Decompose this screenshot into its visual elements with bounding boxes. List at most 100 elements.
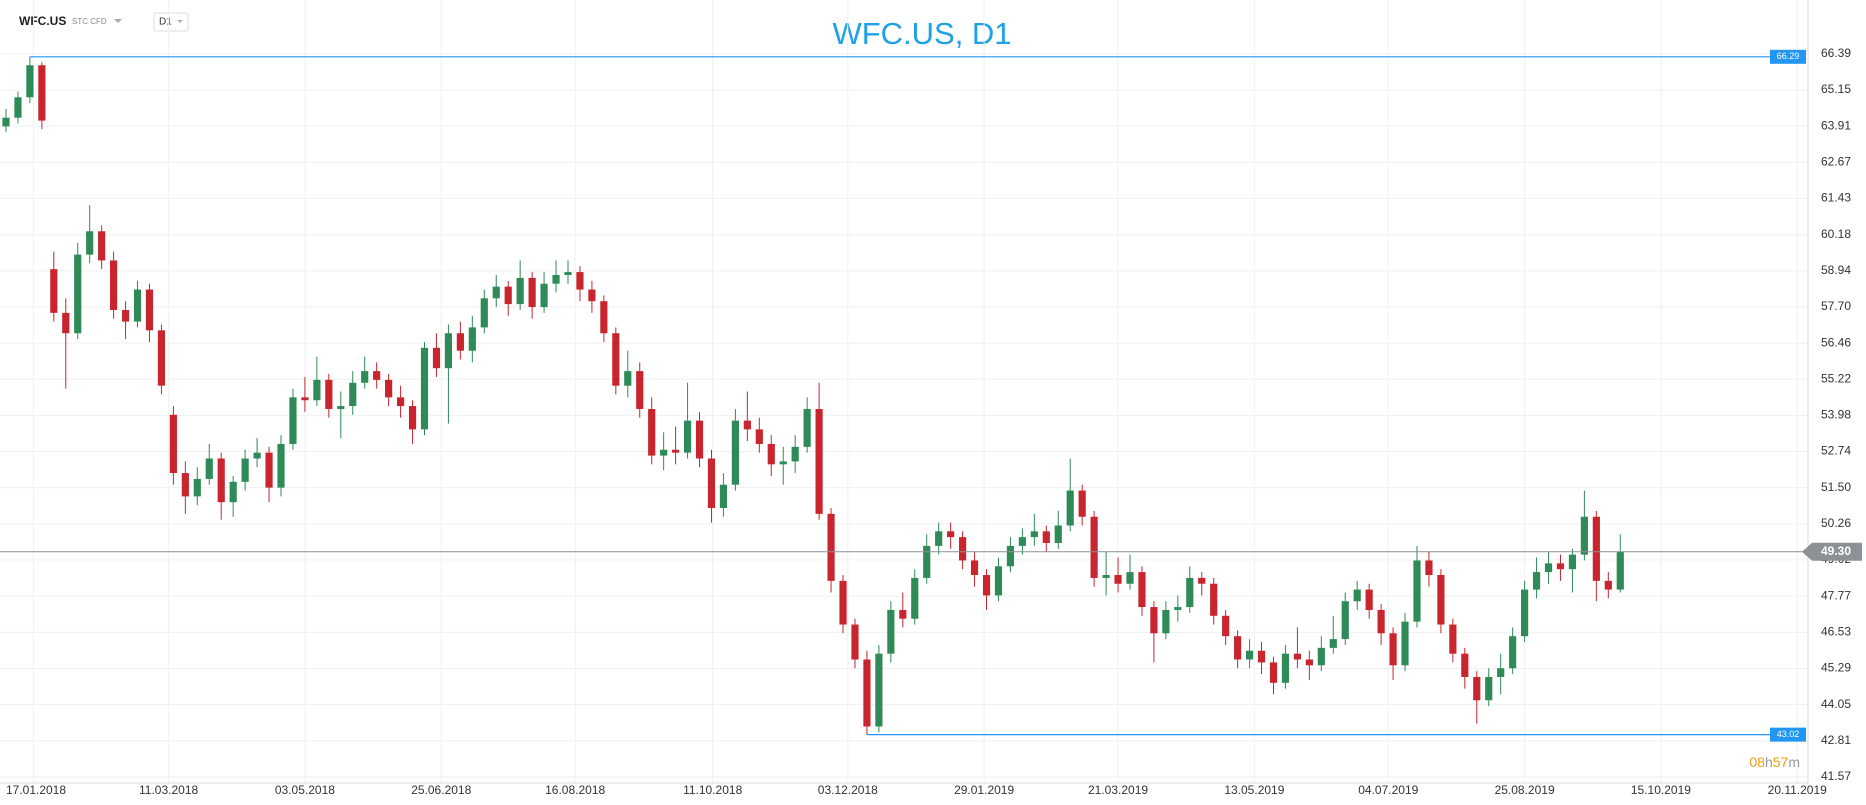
x-tick-label: 16.08.2018 [545, 783, 605, 797]
symbol[interactable]: WFC.US [19, 14, 66, 28]
timeframe-dropdown[interactable] [153, 12, 189, 32]
candle-body [337, 406, 345, 409]
candle-body [38, 65, 46, 121]
candle-body [839, 580, 847, 625]
y-tick-label: 47.77 [1821, 588, 1851, 602]
candle-body [588, 289, 596, 302]
candle-body [1389, 633, 1397, 666]
timeframe[interactable]: D1 [159, 17, 172, 28]
x-tick-label: 03.12.2018 [818, 783, 878, 797]
candle-body [935, 531, 943, 546]
candle-body [959, 537, 967, 561]
candle-body [98, 231, 106, 261]
candle-body [970, 560, 979, 576]
y-tick-label: 44.05 [1821, 697, 1851, 711]
candle-body [217, 458, 225, 503]
candle-body [253, 452, 261, 459]
x-tick-label: 25.08.2019 [1495, 783, 1555, 797]
candle-body [1186, 577, 1194, 608]
candle-body [1461, 653, 1469, 677]
candle-body [241, 458, 249, 482]
candle-body [1473, 676, 1481, 701]
candle-body [815, 408, 823, 514]
y-tick-label: 63.91 [1821, 118, 1851, 132]
candle-body [636, 371, 644, 409]
countdown: 08h57m [1749, 754, 1800, 770]
candle-body [1544, 563, 1553, 573]
candle-body [1102, 575, 1110, 578]
candle-body [1126, 572, 1134, 584]
candle-body [1198, 577, 1206, 584]
candle-body [1485, 676, 1493, 701]
candle-body [193, 478, 201, 497]
y-tick-label: 51.50 [1821, 480, 1851, 494]
countdown-part: h [1765, 754, 1773, 770]
y-tick-label: 60.18 [1821, 227, 1851, 241]
candle-body [827, 513, 835, 581]
candle-body [1054, 525, 1062, 543]
level-label: 43.02 [1777, 729, 1800, 739]
candle-body [600, 301, 608, 334]
level-label-box [1770, 727, 1806, 742]
candle-body [385, 379, 393, 398]
candle-body [1413, 560, 1421, 622]
y-tick-label: 52.74 [1821, 444, 1851, 458]
x-tick-label: 15.10.2019 [1631, 783, 1691, 797]
y-tick-label: 57.70 [1821, 299, 1851, 313]
candle-body [1245, 650, 1254, 660]
candle-body [1365, 589, 1373, 610]
candle-body [1114, 575, 1122, 584]
candle-body [1281, 653, 1290, 683]
candle-body [923, 545, 931, 578]
candle-body [444, 333, 452, 369]
candle-body [624, 371, 632, 386]
candle-body [229, 481, 237, 503]
candle-body [1437, 575, 1445, 625]
candle-body [1449, 624, 1457, 654]
candle-body [205, 458, 213, 479]
candle-body [528, 277, 536, 308]
candle-body [1556, 563, 1565, 570]
candle-body [731, 420, 739, 485]
candle-body [887, 609, 895, 654]
candle-body [361, 371, 369, 383]
candle-body [1018, 537, 1026, 546]
y-tick-label: 53.98 [1821, 408, 1851, 422]
x-tick-label: 17.01.2018 [6, 783, 66, 797]
candle-body [373, 371, 381, 380]
y-tick-label: 55.22 [1821, 371, 1851, 385]
candle-body [1162, 609, 1170, 634]
candle-body [2, 117, 10, 127]
candle-body [576, 272, 584, 290]
candle-body [648, 408, 656, 456]
candle-body [1150, 607, 1158, 634]
candle-body [145, 289, 154, 331]
candle-body [1521, 589, 1529, 637]
candle-body [1616, 551, 1624, 590]
candle-body [875, 653, 883, 727]
candle-body [133, 289, 142, 322]
y-tick-label: 65.15 [1821, 82, 1851, 96]
candle-body [1509, 636, 1517, 669]
candle-body [1257, 650, 1266, 663]
candle-body [779, 461, 787, 465]
candle-body [851, 624, 859, 660]
candle-body [121, 309, 130, 322]
candle-body [1174, 607, 1182, 610]
countdown-part: m [1788, 754, 1800, 770]
candle-body [612, 333, 620, 386]
dropdown-arrow[interactable] [177, 20, 183, 23]
candle-body [86, 231, 94, 255]
candle-body [1592, 516, 1600, 581]
y-tick-label: 45.29 [1821, 661, 1851, 675]
dropdown-arrow[interactable] [114, 19, 122, 23]
candle-body [707, 458, 716, 509]
x-tick-label: 03.05.2018 [275, 783, 335, 797]
level-label-box [1770, 49, 1806, 64]
candle-body [301, 397, 309, 401]
candle-body [277, 443, 285, 488]
candle-body [672, 449, 680, 453]
candle-body [349, 382, 357, 407]
x-tick-label: 25.06.2018 [411, 783, 471, 797]
